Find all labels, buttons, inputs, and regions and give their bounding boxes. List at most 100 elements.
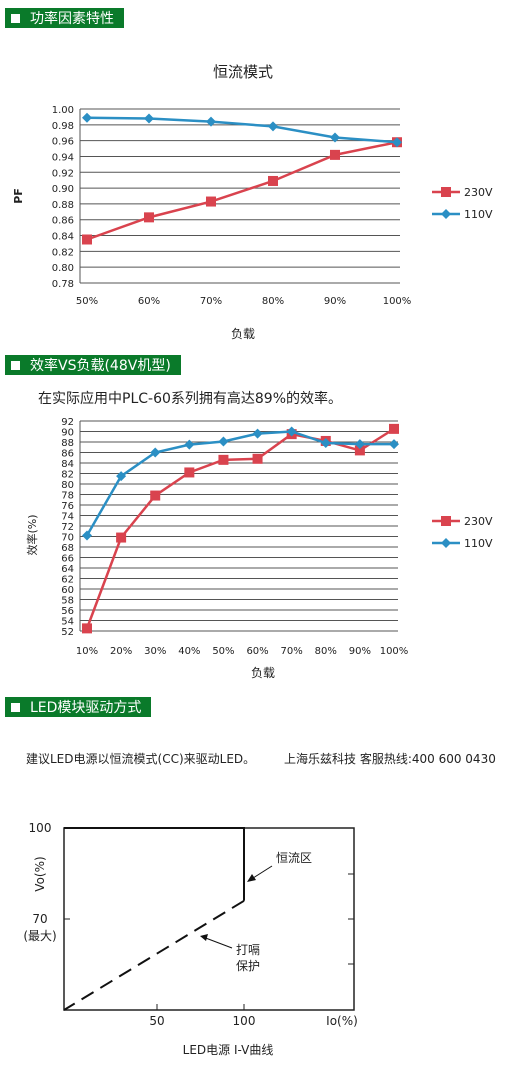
power-factor-chart: 1.00 0.98 0.96 0.94 0.92 0.90 0.88 0.86 0.84 0.82… — [12, 63, 493, 341]
x-tick-label: 60% — [138, 296, 160, 307]
section-label: 效率VS负载(48V机型) — [30, 358, 171, 374]
data-point-230V — [116, 532, 127, 543]
y-tick-label: 84 — [61, 459, 74, 470]
x-tick-label: 80% — [262, 296, 284, 307]
legend-marker — [441, 187, 451, 197]
legend-label: 110V — [464, 208, 493, 221]
y-tick-label: 70 — [32, 912, 47, 926]
data-point-110V — [116, 471, 127, 482]
data-point-230V — [252, 453, 263, 464]
efficiency-note: 在实际应用中PLC-60系列拥有高达89%的效率。 — [38, 391, 342, 407]
x-tick-label: 80% — [315, 646, 337, 657]
section-header-power-factor: 功率因素特性 — [5, 8, 124, 28]
y-tick-label: 0.94 — [52, 152, 74, 163]
y-tick-label: 0.78 — [52, 279, 74, 290]
y-tick-label: 76 — [61, 501, 74, 512]
y-tick-label: 0.90 — [52, 184, 74, 195]
arrow-head-icon — [247, 874, 256, 882]
y-tick-label: 0.88 — [52, 200, 74, 211]
y-tick-label: 0.96 — [52, 137, 74, 148]
x-tick-label: Io(%) — [326, 1014, 358, 1028]
y-tick-label: 0.80 — [52, 263, 74, 274]
y-tick-label: 0.98 — [52, 121, 74, 132]
section-header-efficiency: 效率VS负载(48V机型) — [5, 355, 181, 375]
y-tick-label: 68 — [61, 543, 74, 554]
x-tick-label: 100% — [380, 646, 409, 657]
y-tick-label: 52 — [61, 627, 74, 638]
y-tick-note: (最大) — [23, 929, 56, 943]
annotation-hiccup: 打嗝 — [236, 943, 260, 957]
hiccup-protection-line — [63, 899, 245, 1011]
data-point-110V — [206, 116, 216, 127]
x-tick-label: 100 — [233, 1014, 256, 1028]
x-tick-label: 40% — [178, 646, 200, 657]
data-point-110V — [392, 137, 402, 148]
x-tick-label: 70% — [200, 296, 222, 307]
y-tick-label: 66 — [61, 554, 74, 565]
section-label: LED模块驱动方式 — [30, 700, 142, 716]
x-tick-label: 50% — [212, 646, 234, 657]
annotation-arrow — [202, 936, 233, 949]
data-point-110V — [82, 530, 92, 541]
data-point-230V — [354, 445, 365, 456]
efficiency-chart: 9290888684828078767472706866646260585654… — [25, 417, 493, 680]
data-point-110V — [218, 436, 229, 447]
data-point-110V — [286, 426, 297, 437]
arrow-head-icon — [200, 934, 208, 941]
data-point-230V — [389, 423, 399, 434]
y-tick-label: 78 — [61, 491, 74, 502]
data-point-110V — [144, 113, 154, 124]
legend-marker — [441, 516, 451, 526]
data-point-230V — [184, 467, 195, 478]
x-tick-label: 20% — [110, 646, 132, 657]
constant-current-line — [64, 827, 245, 901]
x-tick-label: 50 — [149, 1014, 164, 1028]
x-tick-label: 70% — [281, 646, 303, 657]
data-point-110V — [252, 428, 263, 439]
x-tick-label: 10% — [76, 646, 98, 657]
x-tick-label: 30% — [144, 646, 166, 657]
x-tick-label: 90% — [324, 296, 346, 307]
data-point-230V — [218, 454, 229, 465]
y-tick-label: 92 — [61, 417, 74, 428]
series-line-110V — [85, 430, 394, 537]
legend-label: 110V — [464, 537, 493, 550]
section-label: 功率因素特性 — [30, 11, 114, 27]
y-tick-label: 64 — [61, 564, 74, 575]
square-bullet-icon — [11, 360, 20, 370]
y-tick-label: 0.82 — [52, 247, 74, 258]
y-axis-label: Vo(%) — [33, 856, 47, 891]
data-point-230V — [150, 490, 161, 501]
y-tick-label: 60 — [61, 585, 74, 596]
y-tick-label: 58 — [61, 596, 74, 607]
y-tick-label: 88 — [61, 438, 74, 449]
contact-info: 上海乐兹科技 客服热线:400 600 0430 — [284, 752, 496, 766]
x-tick-label: 90% — [349, 646, 371, 657]
annotation-constant-current: 恒流区 — [276, 851, 312, 865]
data-point-230V — [82, 234, 92, 245]
series-line-230V — [85, 427, 395, 629]
chart-title: 恒流模式 — [213, 63, 273, 81]
y-tick-label: 0.92 — [52, 168, 74, 179]
data-point-230V — [144, 212, 154, 223]
data-point-230V — [268, 175, 278, 186]
led-note: 建议LED电源以恒流模式(CC)来驱动LED。 — [26, 752, 256, 766]
y-tick-label: 74 — [61, 512, 74, 523]
data-point-110V — [150, 447, 161, 458]
square-bullet-icon — [11, 13, 20, 23]
y-tick-label: 86 — [61, 449, 74, 460]
x-tick-label: 60% — [246, 646, 268, 657]
series-line-230V — [86, 140, 398, 241]
x-tick-label: 50% — [76, 296, 98, 307]
y-axis-label: PF — [12, 188, 25, 204]
square-bullet-icon — [11, 702, 20, 712]
section-header-led-driving: LED模块驱动方式 — [5, 697, 152, 717]
y-tick-label: 70 — [61, 533, 74, 544]
legend-marker — [441, 209, 451, 219]
y-tick-label: 82 — [61, 470, 74, 481]
y-axis-label: 效率(%) — [25, 514, 39, 555]
y-tick-label: 72 — [61, 522, 74, 533]
y-tick-label: 100 — [29, 821, 52, 835]
legend-label: 230V — [464, 186, 493, 199]
